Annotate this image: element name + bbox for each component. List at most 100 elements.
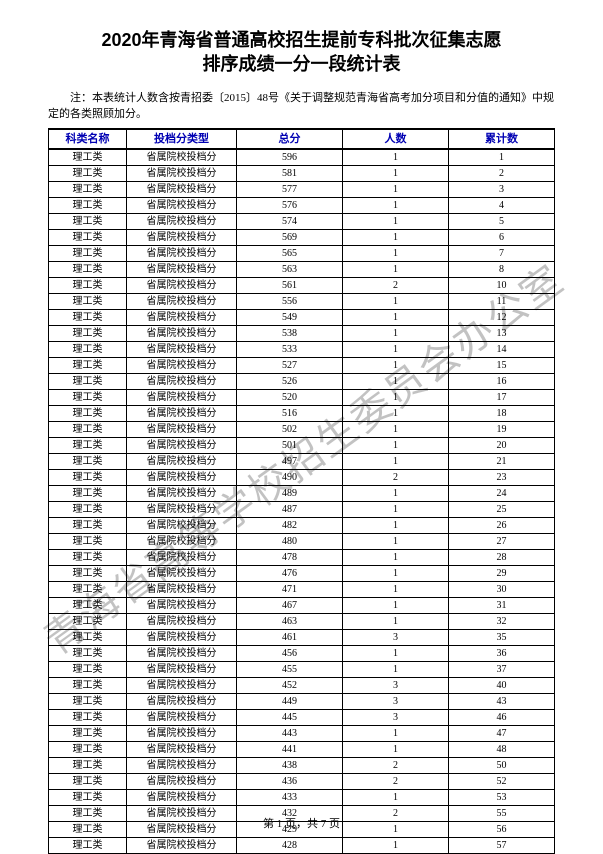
table-row: 理工类省属院校投档分549112 [49,310,555,326]
cell-cum: 29 [449,566,555,582]
cell-cum: 8 [449,262,555,278]
cell-category: 理工类 [49,774,127,790]
col-count: 人数 [343,129,449,149]
cell-type: 省属院校投档分 [127,182,237,198]
cell-count: 1 [343,742,449,758]
cell-category: 理工类 [49,790,127,806]
cell-cum: 10 [449,278,555,294]
table-row: 理工类省属院校投档分476129 [49,566,555,582]
cell-category: 理工类 [49,502,127,518]
cell-category: 理工类 [49,726,127,742]
cell-count: 1 [343,550,449,566]
cell-cum: 6 [449,230,555,246]
cell-type: 省属院校投档分 [127,390,237,406]
cell-category: 理工类 [49,598,127,614]
cell-cum: 27 [449,534,555,550]
cell-cum: 5 [449,214,555,230]
cell-count: 1 [343,726,449,742]
cell-type: 省属院校投档分 [127,358,237,374]
cell-type: 省属院校投档分 [127,774,237,790]
table-row: 理工类省属院校投档分482126 [49,518,555,534]
cell-category: 理工类 [49,534,127,550]
cell-count: 1 [343,310,449,326]
cell-category: 理工类 [49,422,127,438]
cell-category: 理工类 [49,310,127,326]
col-type: 投档分类型 [127,129,237,149]
cell-score: 527 [237,358,343,374]
cell-category: 理工类 [49,342,127,358]
cell-count: 2 [343,278,449,294]
cell-category: 理工类 [49,149,127,166]
cell-type: 省属院校投档分 [127,742,237,758]
table-row: 理工类省属院校投档分433153 [49,790,555,806]
cell-type: 省属院校投档分 [127,630,237,646]
cell-score: 445 [237,710,343,726]
cell-score: 502 [237,422,343,438]
cell-cum: 2 [449,166,555,182]
cell-score: 577 [237,182,343,198]
table-row: 理工类省属院校投档分445346 [49,710,555,726]
cell-cum: 19 [449,422,555,438]
table-row: 理工类省属院校投档分58112 [49,166,555,182]
cell-category: 理工类 [49,518,127,534]
cell-score: 538 [237,326,343,342]
cell-cum: 16 [449,374,555,390]
table-row: 理工类省属院校投档分56318 [49,262,555,278]
cell-count: 1 [343,390,449,406]
cell-cum: 24 [449,486,555,502]
page-title: 2020年青海省普通高校招生提前专科批次征集志愿 排序成绩一分一段统计表 [48,28,555,76]
table-row: 理工类省属院校投档分561210 [49,278,555,294]
cell-type: 省属院校投档分 [127,662,237,678]
cell-category: 理工类 [49,694,127,710]
cell-type: 省属院校投档分 [127,406,237,422]
cell-score: 490 [237,470,343,486]
table-row: 理工类省属院校投档分56517 [49,246,555,262]
cell-category: 理工类 [49,678,127,694]
cell-type: 省属院校投档分 [127,486,237,502]
cell-type: 省属院校投档分 [127,758,237,774]
table-row: 理工类省属院校投档分538113 [49,326,555,342]
cell-category: 理工类 [49,358,127,374]
table-row: 理工类省属院校投档分455137 [49,662,555,678]
cell-score: 456 [237,646,343,662]
cell-cum: 14 [449,342,555,358]
table-row: 理工类省属院校投档分480127 [49,534,555,550]
cell-type: 省属院校投档分 [127,262,237,278]
cell-category: 理工类 [49,454,127,470]
cell-count: 1 [343,374,449,390]
cell-type: 省属院校投档分 [127,710,237,726]
cell-cum: 36 [449,646,555,662]
table-row: 理工类省属院校投档分57713 [49,182,555,198]
cell-score: 436 [237,774,343,790]
cell-type: 省属院校投档分 [127,614,237,630]
cell-count: 1 [343,326,449,342]
cell-score: 561 [237,278,343,294]
cell-score: 438 [237,758,343,774]
cell-type: 省属院校投档分 [127,149,237,166]
cell-category: 理工类 [49,710,127,726]
cell-count: 1 [343,598,449,614]
score-table: 科类名称 投档分类型 总分 人数 累计数 理工类省属院校投档分59611理工类省… [48,128,555,854]
cell-score: 581 [237,166,343,182]
cell-category: 理工类 [49,166,127,182]
table-row: 理工类省属院校投档分520117 [49,390,555,406]
table-row: 理工类省属院校投档分478128 [49,550,555,566]
cell-count: 1 [343,646,449,662]
table-row: 理工类省属院校投档分471130 [49,582,555,598]
cell-category: 理工类 [49,294,127,310]
cell-type: 省属院校投档分 [127,438,237,454]
cell-cum: 50 [449,758,555,774]
cell-count: 1 [343,149,449,166]
cell-cum: 47 [449,726,555,742]
cell-count: 1 [343,566,449,582]
cell-count: 1 [343,166,449,182]
cell-type: 省属院校投档分 [127,198,237,214]
cell-count: 2 [343,774,449,790]
cell-cum: 30 [449,582,555,598]
cell-cum: 37 [449,662,555,678]
cell-type: 省属院校投档分 [127,454,237,470]
table-row: 理工类省属院校投档分497121 [49,454,555,470]
cell-cum: 26 [449,518,555,534]
cell-cum: 53 [449,790,555,806]
cell-type: 省属院校投档分 [127,694,237,710]
